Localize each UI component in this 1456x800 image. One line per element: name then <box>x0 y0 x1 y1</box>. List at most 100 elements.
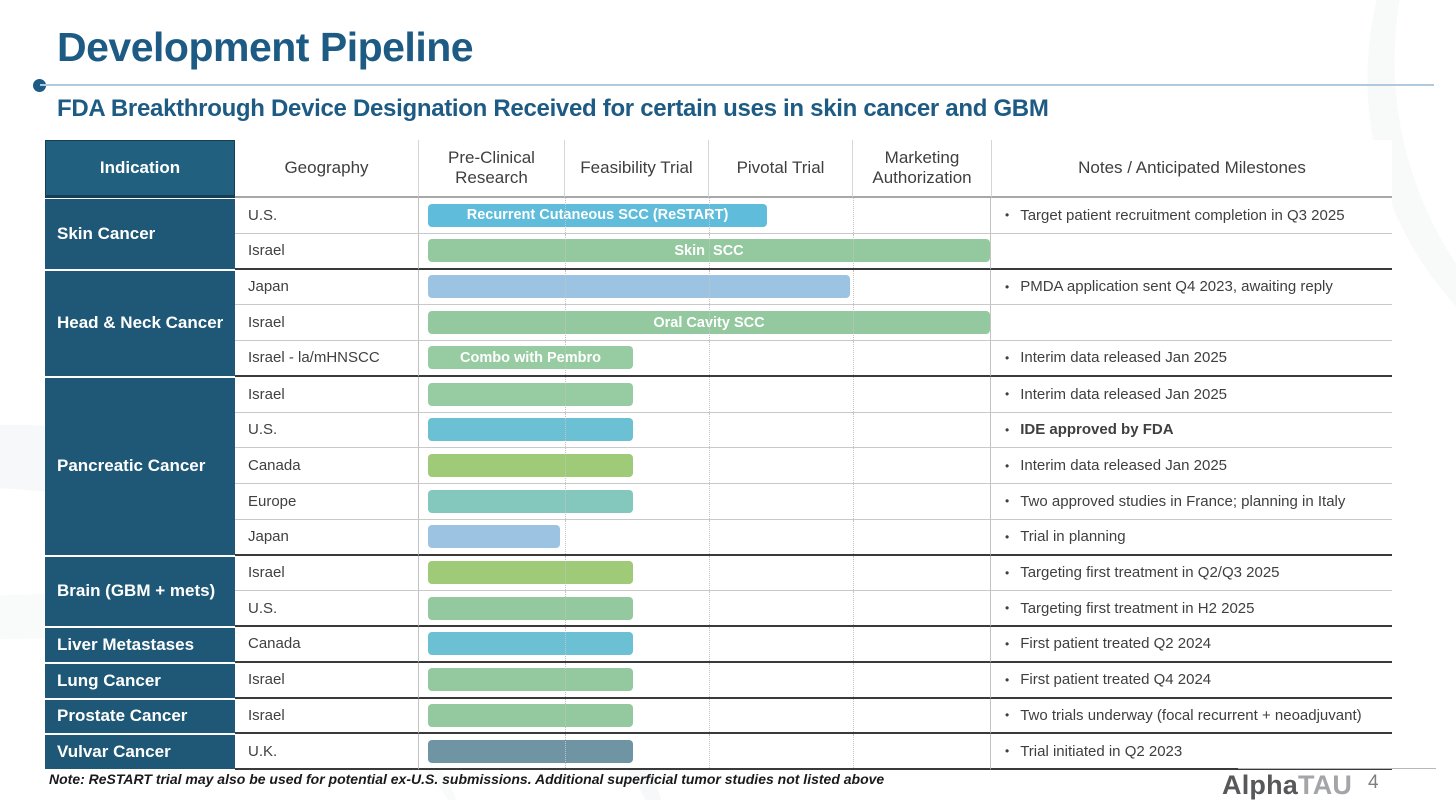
indication-cell: Brain (GBM + mets) <box>45 555 235 627</box>
note-bullet: • <box>1005 744 1010 759</box>
stage-separator-line <box>709 591 710 625</box>
note-cell: • Targeting first treatment in H2 2025 <box>991 591 1392 627</box>
stage-separator-line <box>709 412 710 448</box>
stage-separator-line <box>853 484 854 519</box>
stage-separator-line <box>853 376 854 412</box>
stage-separator-line <box>565 519 566 554</box>
indication-cell: Liver Metastases <box>45 627 235 663</box>
pipeline-table: Indication Geography Pre-Clinical Research… <box>45 140 1392 770</box>
stage-separator-line <box>709 269 710 305</box>
stage-separator-line <box>853 269 854 305</box>
stage-separator-line <box>565 448 566 483</box>
stage-separator-line <box>853 305 854 340</box>
stage-separator-line <box>565 376 566 412</box>
stage-separator-line <box>565 734 566 768</box>
note-bullet: • <box>1005 279 1010 294</box>
geography-cell: U.S. <box>235 198 418 234</box>
footnote: Note: ReSTART trial may also be used for… <box>49 771 885 787</box>
stage-track-cell <box>418 662 991 699</box>
stage-track-cell <box>418 448 991 484</box>
indication-cell: Lung Cancer <box>45 662 235 699</box>
note-bullet: • <box>1005 708 1010 723</box>
geography-cell: Israel <box>235 555 418 592</box>
geography-cell: Europe <box>235 484 418 520</box>
note-cell: • Trial initiated in Q2 2023 <box>991 734 1392 770</box>
stage-separator-line <box>853 519 854 554</box>
note-text: IDE approved by FDA <box>1020 421 1174 439</box>
note-cell <box>991 305 1392 341</box>
stage-separator-line <box>709 519 710 554</box>
geography-cell: U.K. <box>235 734 418 770</box>
stage-track-cell <box>418 627 991 663</box>
progress-bar <box>428 561 633 585</box>
note-bullet: • <box>1005 636 1010 651</box>
column-header-pre-clinical-research: Pre-Clinical Research <box>418 140 564 198</box>
progress-bar <box>428 275 850 299</box>
progress-bar <box>428 596 633 620</box>
note-cell: • Target patient recruitment completion i… <box>991 198 1392 234</box>
stage-separator-line <box>709 734 710 768</box>
note-bullet: • <box>1005 494 1010 509</box>
stage-track-cell <box>418 519 991 556</box>
stage-separator-line <box>853 341 854 375</box>
stage-separator-line <box>565 591 566 625</box>
note-cell: • First patient treated Q2 2024 <box>991 627 1392 663</box>
stage-separator-line <box>565 412 566 448</box>
stage-separator-line <box>709 233 710 268</box>
logo-text-alpha: Alpha <box>1222 770 1299 800</box>
indication-cell: Vulvar Cancer <box>45 734 235 770</box>
stage-separator-line <box>565 662 566 697</box>
stage-separator-line <box>565 555 566 591</box>
note-cell: • Interim data released Jan 2025 <box>991 341 1392 377</box>
note-cell: • Interim data released Jan 2025 <box>991 448 1392 484</box>
progress-bar: Combo with Pembro <box>428 346 633 370</box>
stage-separator-line <box>565 627 566 661</box>
stage-track-cell: Skin SCC <box>418 233 991 270</box>
column-header-pivotal-trial: Pivotal Trial <box>708 140 852 198</box>
stage-separator-line <box>709 484 710 519</box>
stage-track-cell: Recurrent Cutaneous SCC (ReSTART) <box>418 198 991 234</box>
stage-separator-line <box>853 412 854 448</box>
logo-text-tau: TAU <box>1298 770 1353 800</box>
stage-track-cell <box>418 484 991 520</box>
stage-separator-line <box>565 233 566 268</box>
stage-track-cell <box>418 734 991 770</box>
geography-cell: U.S. <box>235 412 418 449</box>
footer-divider <box>1238 768 1436 769</box>
note-bullet: • <box>1005 387 1010 402</box>
column-header-indication: Indication <box>45 140 235 198</box>
note-cell: • Interim data released Jan 2025 <box>991 376 1392 413</box>
note-cell: • Targeting first treatment in Q2/Q3 2025 <box>991 555 1392 592</box>
progress-bar <box>428 703 633 727</box>
note-cell: • PMDA application sent Q4 2023, awaiting… <box>991 269 1392 306</box>
stage-track-cell <box>418 591 991 627</box>
note-bullet: • <box>1005 458 1010 473</box>
indication-cell: Skin Cancer <box>45 198 235 270</box>
geography-cell: Canada <box>235 448 418 484</box>
note-bullet: • <box>1005 350 1010 365</box>
stage-track-cell <box>418 376 991 413</box>
note-text: Trial in planning <box>1020 528 1126 546</box>
note-cell: • Two approved studies in France; plannin… <box>991 484 1392 520</box>
stage-separator-line <box>565 305 566 340</box>
note-text: PMDA application sent Q4 2023, awaiting … <box>1020 278 1333 296</box>
geography-cell: Israel - la/mHNSCC <box>235 341 418 377</box>
stage-track-cell <box>418 269 991 306</box>
page-subtitle: FDA Breakthrough Device Designation Rece… <box>57 95 1049 122</box>
note-cell: • Trial in planning <box>991 519 1392 556</box>
stage-separator-line <box>565 269 566 305</box>
note-cell: • IDE approved by FDA <box>991 412 1392 449</box>
column-header-marketing-authorization: Marketing Authorization <box>852 140 991 198</box>
geography-cell: Israel <box>235 698 418 735</box>
progress-bar <box>428 632 633 656</box>
progress-bar <box>428 668 633 692</box>
stage-separator-line <box>853 627 854 661</box>
page-title: Development Pipeline <box>57 24 474 70</box>
progress-bar <box>428 382 633 406</box>
stage-separator-line <box>565 198 566 233</box>
stage-separator-line <box>709 662 710 697</box>
stage-separator-line <box>565 341 566 375</box>
geography-cell: Israel <box>235 376 418 413</box>
stage-track-cell <box>418 555 991 592</box>
